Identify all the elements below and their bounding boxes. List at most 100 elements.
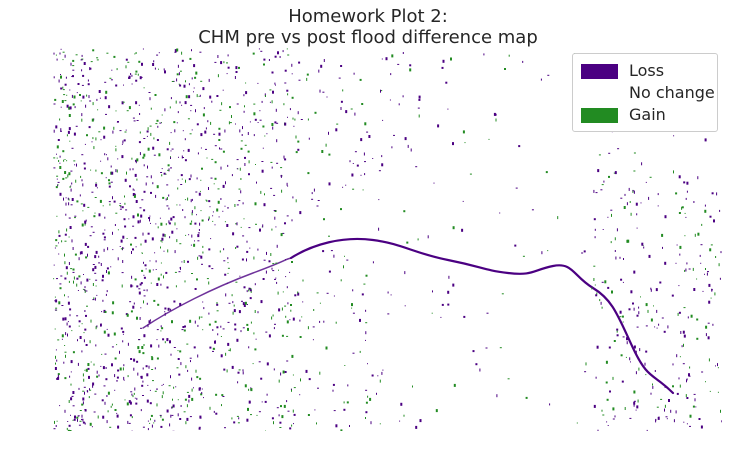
change-pixel xyxy=(453,383,456,387)
change-pixel xyxy=(64,345,66,346)
change-pixel xyxy=(547,250,549,252)
change-pixel xyxy=(686,378,688,381)
change-pixel xyxy=(66,322,68,326)
change-pixel xyxy=(442,59,445,63)
change-pixel xyxy=(188,83,190,86)
change-pixel xyxy=(253,112,256,116)
change-pixel xyxy=(195,191,198,193)
change-pixel xyxy=(708,283,711,287)
change-pixel xyxy=(415,166,418,168)
change-pixel xyxy=(236,204,239,206)
change-pixel xyxy=(199,377,202,380)
change-pixel xyxy=(68,236,70,238)
change-pixel xyxy=(111,403,113,406)
change-pixel xyxy=(349,160,351,163)
change-pixel xyxy=(100,365,102,367)
change-pixel xyxy=(272,90,274,94)
change-pixel xyxy=(54,420,55,424)
change-pixel xyxy=(98,131,101,133)
change-pixel xyxy=(583,250,586,253)
change-pixel xyxy=(154,367,156,370)
change-pixel xyxy=(344,365,346,366)
change-pixel xyxy=(352,289,354,292)
legend-swatch-loss xyxy=(581,64,618,79)
change-pixel xyxy=(270,253,272,256)
change-pixel xyxy=(684,269,686,272)
change-pixel xyxy=(701,371,704,373)
change-pixel xyxy=(123,218,126,221)
change-pixel xyxy=(179,204,181,206)
change-pixel xyxy=(95,169,97,172)
change-pixel xyxy=(299,336,302,338)
change-pixel xyxy=(81,403,84,406)
change-pixel xyxy=(95,344,97,347)
change-pixel xyxy=(160,283,162,286)
change-pixel xyxy=(75,54,78,56)
change-pixel xyxy=(84,328,87,331)
change-pixel xyxy=(93,146,95,150)
change-pixel xyxy=(648,254,651,258)
change-pixel xyxy=(365,389,368,391)
change-pixel xyxy=(74,253,77,256)
change-pixel xyxy=(298,61,301,64)
change-pixel xyxy=(132,285,134,287)
change-pixel xyxy=(499,347,502,349)
change-pixel xyxy=(122,140,124,144)
change-pixel xyxy=(79,420,82,422)
change-pixel xyxy=(200,316,203,318)
change-pixel xyxy=(66,134,68,137)
change-pixel xyxy=(549,403,551,406)
change-pixel xyxy=(307,326,309,330)
change-pixel xyxy=(626,341,628,345)
change-pixel xyxy=(190,104,193,106)
change-pixel xyxy=(328,131,329,135)
change-pixel xyxy=(112,130,114,134)
change-pixel xyxy=(67,301,70,305)
change-pixel xyxy=(712,323,714,326)
change-pixel xyxy=(191,49,192,52)
change-pixel xyxy=(53,167,56,169)
change-pixel xyxy=(624,193,626,196)
change-pixel xyxy=(134,278,137,281)
change-pixel xyxy=(182,157,184,158)
change-pixel xyxy=(135,70,138,73)
change-pixel xyxy=(154,419,156,422)
change-pixel xyxy=(134,236,137,239)
change-pixel xyxy=(617,148,620,150)
change-pixel xyxy=(247,132,249,135)
change-pixel xyxy=(235,281,238,283)
change-pixel xyxy=(89,422,92,426)
change-pixel xyxy=(53,52,55,55)
change-pixel xyxy=(164,307,167,310)
change-pixel xyxy=(216,303,219,306)
change-pixel xyxy=(59,283,62,285)
change-pixel xyxy=(285,315,287,318)
change-pixel xyxy=(179,84,182,87)
change-pixel xyxy=(96,375,99,378)
change-pixel xyxy=(86,278,89,282)
change-pixel xyxy=(226,73,228,75)
change-pixel xyxy=(65,266,68,270)
change-pixel xyxy=(57,376,60,380)
change-pixel xyxy=(598,154,601,156)
change-pixel xyxy=(117,425,120,429)
change-pixel xyxy=(193,64,196,68)
change-pixel xyxy=(74,106,76,109)
change-pixel xyxy=(143,289,146,291)
change-pixel xyxy=(108,105,111,109)
change-pixel xyxy=(161,384,163,386)
change-pixel xyxy=(591,287,593,290)
change-pixel xyxy=(210,177,213,179)
change-pixel xyxy=(683,307,686,309)
change-pixel xyxy=(670,409,672,413)
change-pixel xyxy=(227,164,229,167)
change-pixel xyxy=(112,196,113,200)
change-pixel xyxy=(379,423,381,425)
change-pixel xyxy=(98,90,101,93)
change-pixel xyxy=(92,102,94,106)
change-pixel xyxy=(469,173,472,175)
change-pixel xyxy=(279,56,281,58)
change-pixel xyxy=(128,75,131,79)
change-pixel xyxy=(227,257,229,260)
change-pixel xyxy=(646,429,648,431)
